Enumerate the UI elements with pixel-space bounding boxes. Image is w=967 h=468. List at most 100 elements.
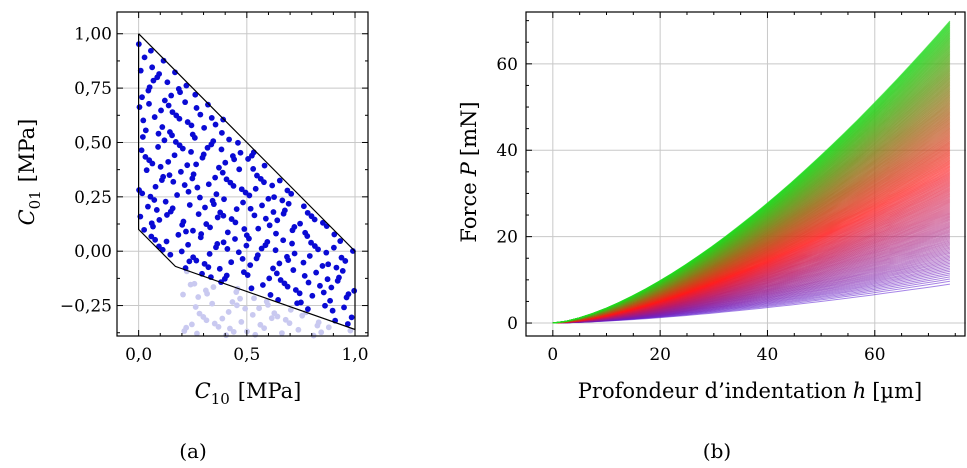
panel-a-point-valid	[138, 147, 145, 154]
panel-a-point-valid	[185, 188, 192, 195]
panel-a-point-valid	[259, 202, 265, 209]
panel-a-point-valid	[351, 287, 358, 294]
panel-a-point-valid	[152, 236, 159, 243]
panel-a-point-valid	[284, 253, 290, 260]
panel-a-point-valid	[213, 244, 219, 251]
panel-a-point-valid	[159, 124, 166, 130]
panel-a-point-valid	[272, 247, 279, 254]
panel-a-point-excluded	[211, 320, 218, 327]
panel-a-point-valid	[301, 272, 308, 279]
panel-a-point-valid	[229, 153, 236, 159]
panel-a-point-excluded	[287, 306, 294, 313]
panel-a-point-valid	[170, 178, 177, 185]
panel-b-x-axis-label: Profondeur d’indentation h [µm]	[578, 379, 922, 403]
panel-a-point-valid	[322, 302, 328, 309]
panel-b-y-tick-labels: 0 20 40 60	[496, 55, 518, 334]
panel-a-x-axis-label: C10 [MPa]	[195, 379, 302, 408]
panel-a-point-valid	[329, 307, 336, 314]
panel-a-point-valid	[341, 304, 347, 311]
panel-a-point-valid	[292, 287, 299, 293]
panel-a-point-excluded	[347, 327, 354, 334]
panel-a-point-valid	[183, 228, 189, 235]
panel-a-point-excluded	[210, 284, 217, 290]
panel-a-point-valid	[162, 198, 169, 205]
panel-a-point-valid	[294, 300, 301, 307]
panel-a-point-valid	[284, 283, 291, 290]
panel-a-point-valid	[161, 137, 168, 144]
panel-a-point-valid	[166, 172, 173, 179]
panel-a-point-valid	[181, 182, 188, 188]
panel-a-point-valid	[185, 241, 191, 248]
panel-a-scatter-plot: 0,0 0,5 1,0 1,00 0,75 0,50 0,25 0,00 −0,25 C10[…	[15, 11, 369, 463]
panel-a-point-valid	[176, 115, 183, 122]
panel-b-x-tick-labels: 0 20 40 60	[547, 345, 885, 365]
panel-a-point-valid	[143, 167, 150, 174]
panel-a-point-valid	[146, 100, 152, 107]
panel-a-point-valid	[212, 174, 219, 181]
panel-a-point-valid	[161, 97, 168, 104]
panel-a-point-valid	[305, 279, 312, 286]
panel-a-point-valid	[300, 259, 307, 266]
panel-a-point-valid	[165, 102, 172, 109]
panel-a-point-valid	[163, 238, 170, 245]
panel-a-point-excluded	[314, 322, 321, 329]
panel-a-point-valid	[280, 210, 287, 217]
panel-a-point-valid	[317, 282, 323, 289]
panel-a-point-valid	[156, 71, 163, 77]
panel-a-point-valid	[327, 297, 333, 304]
panel-a-point-valid	[253, 255, 260, 262]
panel-a-point-valid	[139, 134, 146, 140]
panel-a-point-valid	[319, 263, 326, 269]
panel-a-point-valid	[169, 109, 176, 116]
panel-a-point-valid	[238, 186, 245, 193]
panel-a-point-valid	[252, 185, 259, 192]
panel-a-point-valid	[218, 146, 225, 153]
panel-a-point-excluded	[183, 324, 190, 331]
panel-a-point-excluded	[215, 323, 222, 330]
panel-a-point-valid	[189, 175, 196, 182]
panel-b-line-plot: 0 20 40 60 0 20 40 60 Profondeur d’indentation…	[457, 11, 966, 463]
panel-a-point-valid	[201, 124, 208, 131]
panel-a-point-valid	[203, 221, 210, 227]
panel-b-xtick-label: 20	[649, 345, 671, 365]
panel-a-point-valid	[235, 249, 242, 256]
panel-a-point-valid	[222, 159, 229, 166]
panel-a-point-excluded	[230, 328, 237, 335]
panel-a-point-valid	[328, 284, 335, 291]
panel-a-point-valid	[141, 226, 148, 233]
panel-a-point-valid	[145, 203, 151, 210]
panel-a-x-tick-labels: 0,0 0,5 1,0	[125, 345, 368, 365]
panel-a-point-valid	[304, 233, 311, 239]
panel-a-point-valid	[171, 152, 178, 159]
panel-a-point-excluded	[196, 310, 203, 317]
panel-a-point-excluded	[225, 309, 232, 315]
panel-a-point-excluded	[257, 321, 264, 328]
panel-a-point-valid	[339, 268, 346, 274]
panel-a-point-valid	[232, 236, 238, 242]
panel-a-ytick-label: 0,25	[74, 188, 112, 208]
panel-a-point-valid	[184, 162, 191, 169]
panel-a-point-excluded	[251, 295, 257, 302]
panel-a-point-valid	[277, 277, 284, 283]
panel-a-point-valid	[155, 130, 162, 137]
panel-a-point-valid	[315, 246, 321, 253]
panel-a-point-valid	[319, 219, 326, 226]
panel-a-point-valid	[164, 212, 170, 218]
panel-a-point-valid	[158, 107, 164, 114]
panel-a-point-valid	[221, 196, 227, 203]
panel-a-point-valid	[237, 149, 244, 156]
panel-a-point-valid	[175, 231, 182, 238]
panel-b-caption: (b)	[703, 439, 731, 463]
panel-a-point-valid	[136, 104, 143, 111]
panel-b-ytick-label: 40	[496, 141, 518, 161]
panel-a-caption: (a)	[179, 439, 207, 463]
panel-a-point-valid	[202, 204, 208, 211]
panel-a-point-valid	[188, 149, 194, 155]
panel-a-point-valid	[259, 282, 266, 288]
panel-a-point-excluded	[242, 305, 249, 312]
panel-a-point-valid	[148, 233, 155, 240]
panel-a-point-valid	[205, 264, 212, 271]
panel-a-point-valid	[177, 168, 184, 175]
panel-b-axes-frame	[525, 11, 966, 337]
